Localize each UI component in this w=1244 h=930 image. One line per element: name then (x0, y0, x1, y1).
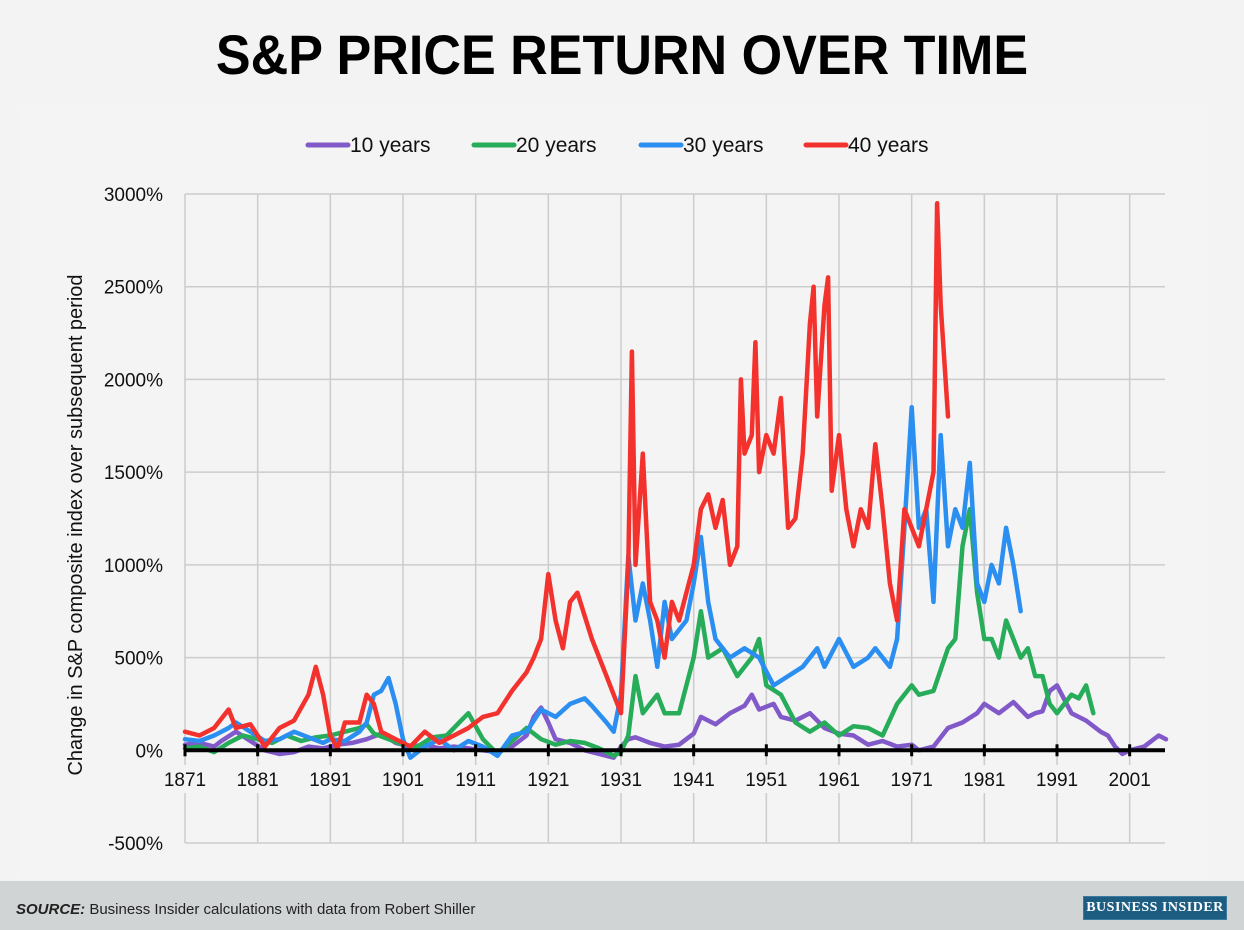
legend-label: 40 years (848, 134, 929, 157)
x-tick-label: 1901 (382, 770, 424, 791)
x-tick-label: 1911 (455, 770, 496, 791)
x-tick-label: 1891 (309, 770, 351, 791)
legend: 10 years 20 years 30 years 40 years (305, 134, 929, 157)
x-tick-label: 1961 (818, 770, 860, 791)
footer: SOURCE: Business Insider calculations wi… (0, 881, 1244, 930)
series-lines (182, 201, 1169, 760)
x-tick-label: 1871 (164, 770, 206, 791)
x-tick-label: 1991 (1036, 770, 1078, 791)
source-note: SOURCE: Business Insider calculations wi… (16, 901, 475, 918)
x-tick-label-bg (595, 765, 647, 793)
x-tick-label-bg (1103, 765, 1156, 793)
chart: 10 years 20 years 30 years 40 years -500% 0%… (18, 110, 1208, 878)
x-tick-label-bg (667, 765, 720, 793)
x-tick-label-bg (522, 765, 575, 793)
x-axis-ticks: 1871 1881 1891 1901 1911 1921 1931 1941 1951 1961… (159, 765, 1156, 793)
y-tick-label: 1000% (104, 556, 163, 577)
x-tick-label-bg (885, 765, 938, 793)
x-tick-label-bg (231, 765, 284, 793)
y-tick-label: 500% (114, 649, 163, 670)
x-tick-label: 1941 (673, 770, 715, 791)
y-tick-label: 2500% (104, 278, 163, 299)
x-tick-label: 1971 (891, 770, 933, 791)
y-tick-label: 2000% (104, 370, 163, 391)
x-tick-label-bg (304, 765, 357, 793)
legend-label: 30 years (683, 134, 764, 157)
chart-panel (18, 110, 1208, 878)
x-tick-label-bg (740, 765, 793, 793)
x-tick-label: 1981 (963, 770, 1005, 791)
y-tick-label: 0% (136, 741, 164, 762)
x-tick-label-bg (958, 765, 1011, 793)
y-axis-ticks: -500% 0% 500% 1000% 1500% 2000% 2500% 3000% (104, 185, 163, 855)
x-tick-label-bg (377, 765, 429, 793)
source-label: SOURCE: (16, 901, 86, 918)
series-line-10-years (182, 683, 1169, 760)
source-text: Business Insider calculations with data … (85, 901, 476, 918)
legend-label: 20 years (516, 134, 597, 157)
business-insider-logo: BUSINESS INSIDER (1083, 896, 1227, 920)
y-tick-label: 1500% (104, 463, 163, 484)
x-tick-label-bg (159, 765, 211, 793)
x-tick-label-bg (813, 765, 865, 793)
chart-title: S&P PRICE RETURN OVER TIME (215, 23, 1029, 86)
x-tick-label: 1921 (527, 770, 569, 791)
x-tick-label-bg (449, 765, 502, 793)
legend-label: 10 years (350, 134, 431, 157)
x-tick-label: 1931 (600, 770, 642, 791)
y-tick-label: 3000% (104, 185, 163, 206)
x-tick-label: 1881 (237, 770, 279, 791)
x-tick-label: 2001 (1109, 770, 1151, 791)
x-tick-label-bg (1031, 765, 1083, 793)
y-tick-label: -500% (108, 834, 163, 855)
series-line-40-years (182, 201, 951, 751)
x-tick-label: 1951 (745, 770, 787, 791)
y-axis-label: Change in S&P composite index over subse… (65, 274, 87, 775)
